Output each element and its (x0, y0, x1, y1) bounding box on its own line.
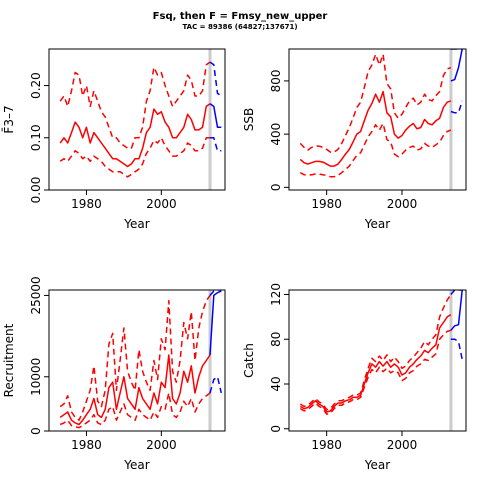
projection-line-estimate (450, 49, 463, 82)
plot-area (59, 49, 222, 190)
sub-title: TAC = 89386 (64827;137671) (182, 23, 298, 31)
x-tick-label: 2000 (387, 438, 418, 452)
x-axis-label: Year (364, 458, 390, 472)
y-tick-label: 0.10 (29, 124, 43, 151)
plot-frame (288, 48, 467, 191)
series-line-estimate (299, 90, 452, 167)
projection-line-lower (210, 137, 222, 152)
y-tick-label: 0 (269, 184, 283, 192)
series-line-upper (59, 294, 211, 421)
y-tick-label: 10000 (29, 358, 43, 396)
y-tick-label: 0 (269, 425, 283, 433)
series-line-upper (59, 61, 211, 149)
series-line-upper (299, 53, 452, 153)
y-tick-label: 40 (269, 376, 283, 391)
series-line-lower (59, 137, 210, 178)
series-line-estimate (299, 313, 452, 413)
series-line-estimate (59, 354, 211, 426)
projection-line-estimate (450, 290, 463, 331)
main-title: Fsq, then F = Fmsy_new_upper (152, 11, 328, 22)
series-line-lower (299, 329, 452, 415)
x-tick-label: 1980 (71, 197, 102, 211)
x-tick-label: 2000 (146, 438, 177, 452)
x-tick-label: 1980 (311, 438, 342, 452)
plot-frame (288, 289, 467, 432)
y-axis-label: SSB (242, 108, 256, 131)
y-axis-label: F̄3–7 (2, 105, 16, 133)
plot-frame (48, 289, 226, 432)
y-tick-label: 120 (269, 283, 283, 306)
y-tick-label: 0 (29, 427, 43, 435)
projection-line-lower (450, 100, 463, 114)
projection-line-estimate (209, 290, 222, 356)
plot-area (299, 49, 463, 190)
y-tick-label: 0.20 (29, 72, 43, 99)
projection-line-lower (450, 338, 463, 360)
series-line-lower (59, 392, 211, 429)
plot-area (299, 290, 463, 431)
projection-line-estimate (209, 103, 222, 129)
x-axis-label: Year (364, 217, 390, 231)
y-tick-label: 800 (269, 69, 283, 92)
series-line-lower (299, 122, 452, 178)
projection-line-upper (450, 290, 463, 295)
x-tick-label: 2000 (387, 197, 418, 211)
y-axis-label: Recruitment (2, 323, 16, 397)
y-axis-label: Catch (242, 343, 256, 378)
y-tick-label: 25000 (29, 276, 43, 314)
y-tick-label: 80 (269, 332, 283, 347)
x-axis-label: Year (123, 217, 149, 231)
x-tick-label: 2000 (146, 197, 177, 211)
projection-line-upper (209, 290, 222, 296)
y-tick-label: 400 (269, 123, 283, 146)
x-axis-label: Year (123, 458, 149, 472)
x-tick-label: 1980 (71, 438, 102, 452)
x-tick-label: 1980 (311, 197, 342, 211)
plot-frame (48, 48, 226, 191)
series-line-upper (299, 294, 452, 411)
series-line-estimate (59, 103, 211, 168)
plot-area (59, 290, 223, 431)
projection-line-upper (209, 61, 222, 97)
y-tick-label: 0.00 (29, 177, 43, 204)
